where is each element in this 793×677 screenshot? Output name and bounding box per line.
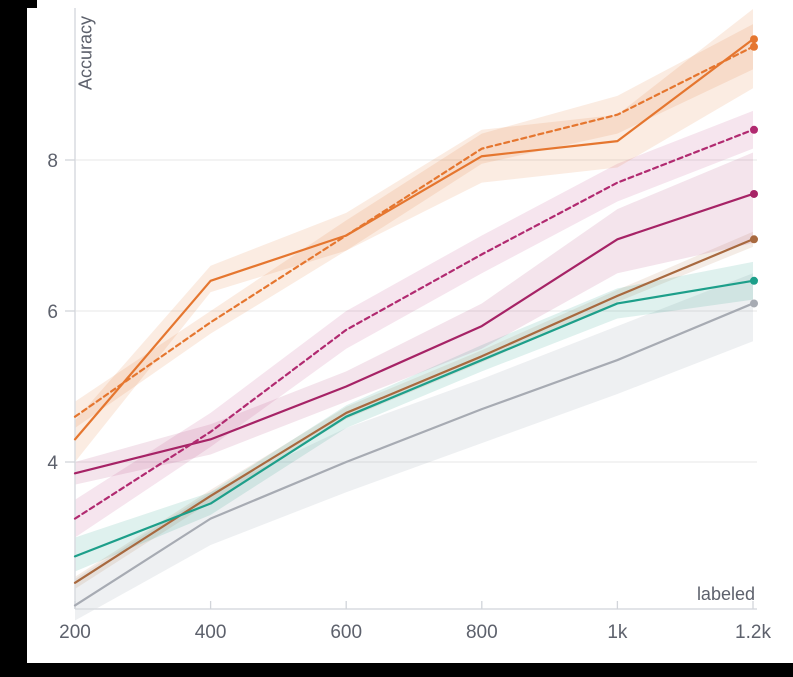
brown-solid-line <box>73 238 755 584</box>
orange-dashed-confidence-band <box>75 24 753 429</box>
magenta-solid-confidence-band <box>75 152 753 485</box>
orange-dashed-line <box>73 45 755 418</box>
x-axis-title: labeled <box>696 584 755 604</box>
y-tick-label-4: 4 <box>47 453 58 474</box>
x-tick-label-200: 200 <box>59 622 91 643</box>
x-tick-label-1.2k: 1.2k <box>735 622 771 643</box>
y-tick-label-6: 6 <box>47 302 58 323</box>
magenta-dashed-end-marker <box>750 125 758 134</box>
y-axis-title: Accuracy <box>75 15 96 91</box>
teal-solid-end-marker <box>750 276 758 285</box>
orange-solid-end-marker <box>750 35 758 44</box>
teal-solid-line <box>73 279 755 558</box>
y-tick-label-8: 8 <box>47 151 58 172</box>
orange-dashed-end-marker <box>750 42 758 51</box>
brown-solid-end-marker <box>750 235 758 244</box>
frame-left-bar <box>0 0 27 663</box>
orange-solid-line <box>73 38 755 441</box>
x-tick-label-1k: 1k <box>607 622 628 643</box>
frame-bottom-bar <box>0 663 793 677</box>
magenta-dashed-confidence-band <box>75 110 753 538</box>
gray-solid-line <box>73 302 755 607</box>
x-tick-label-400: 400 <box>195 622 227 643</box>
magenta-solid-end-marker <box>750 189 758 198</box>
magenta-dashed-line <box>73 128 755 520</box>
gray-solid-end-marker <box>750 299 758 308</box>
frame-top-notch <box>27 0 37 8</box>
x-tick-label-600: 600 <box>330 622 362 643</box>
x-tick-label-800: 800 <box>466 622 498 643</box>
gray-solid-confidence-band <box>75 273 753 621</box>
